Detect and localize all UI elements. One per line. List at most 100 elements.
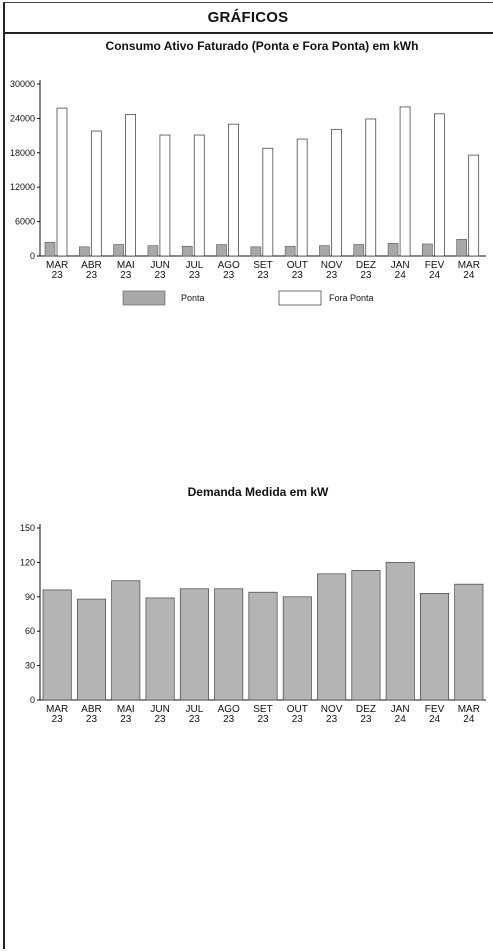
x-tick-label: MAI <box>117 704 135 715</box>
legend-swatch-ponta <box>122 290 166 306</box>
x-tick-label: JAN <box>391 260 410 271</box>
x-tick-label: 23 <box>189 270 201 281</box>
x-tick-label: 23 <box>257 270 269 281</box>
x-tick-label: JUL <box>185 704 203 715</box>
bar-demanda <box>214 588 244 701</box>
legend-label-fora-ponta: Fora Ponta <box>329 293 374 303</box>
x-tick-label: FEV <box>425 704 445 715</box>
bar-demanda <box>454 583 484 701</box>
x-tick-label: 23 <box>326 270 338 281</box>
y-tick-label: 60 <box>25 626 35 636</box>
bar-fora-ponta <box>125 114 136 257</box>
y-tick-label: 0 <box>30 695 35 705</box>
x-tick-label: OUT <box>287 704 308 715</box>
x-tick-label: ABR <box>81 260 102 271</box>
x-tick-label: 24 <box>463 714 475 725</box>
x-tick-label: 24 <box>429 270 441 281</box>
x-tick-label: SET <box>253 260 272 271</box>
x-tick-label: AGO <box>218 704 240 715</box>
x-tick-label: NOV <box>321 260 343 271</box>
bar-fora-ponta <box>296 138 308 257</box>
y-tick-label: 18000 <box>10 148 35 158</box>
bar-ponta <box>456 239 467 257</box>
x-tick-label: 24 <box>395 270 407 281</box>
bar-fora-ponta <box>399 106 411 257</box>
x-tick-label: 23 <box>257 714 269 725</box>
x-tick-label: MAI <box>117 260 135 271</box>
y-tick-label: 90 <box>25 592 35 602</box>
x-tick-label: MAR <box>458 260 480 271</box>
x-tick-label: 23 <box>292 714 304 725</box>
bar-fora-ponta <box>262 147 274 257</box>
bar-demanda <box>111 580 141 701</box>
bar-demanda <box>42 589 72 701</box>
bar-demanda <box>385 562 415 701</box>
bar-fora-ponta <box>228 123 239 257</box>
bar-ponta <box>79 246 90 257</box>
bar-demanda <box>76 598 106 701</box>
chart-title: Consumo Ativo Faturado (Ponta e Fora Pon… <box>106 39 419 53</box>
bar-ponta <box>387 243 399 257</box>
x-tick-label: NOV <box>321 704 343 715</box>
bar-ponta <box>284 245 296 257</box>
bar-ponta <box>113 244 124 257</box>
page-title: GRÁFICOS <box>207 8 289 26</box>
x-tick-label: 23 <box>120 270 132 281</box>
bar-fora-ponta <box>331 128 342 257</box>
page-frame <box>3 2 493 949</box>
x-tick-label: 23 <box>155 714 167 725</box>
x-tick-label: 24 <box>429 714 441 725</box>
x-tick-label: 23 <box>52 270 64 281</box>
bar-demanda <box>179 588 209 701</box>
bar-fora-ponta <box>56 107 68 257</box>
bar-ponta <box>216 244 227 257</box>
bar-demanda <box>317 573 347 701</box>
bar-ponta <box>250 246 262 257</box>
y-tick-label: 120 <box>20 557 35 567</box>
y-tick-label: 24000 <box>10 113 35 123</box>
y-tick-label: 6000 <box>15 217 35 227</box>
x-tick-label: JAN <box>391 704 410 715</box>
bar-fora-ponta <box>365 118 377 257</box>
x-tick-label: 23 <box>155 270 167 281</box>
x-tick-label: JUN <box>150 260 169 271</box>
bar-demanda <box>282 596 312 701</box>
bar-demanda <box>145 597 175 701</box>
bar-ponta <box>422 243 433 257</box>
bar-demanda <box>248 591 278 701</box>
y-tick-label: 12000 <box>10 182 35 192</box>
y-tick-label: 0 <box>30 251 35 261</box>
x-tick-label: MAR <box>46 260 68 271</box>
bar-ponta <box>147 245 159 257</box>
x-tick-label: 24 <box>395 714 407 725</box>
bar-ponta <box>353 244 365 257</box>
x-tick-label: 23 <box>86 270 98 281</box>
x-tick-label: SET <box>253 704 272 715</box>
bar-demanda <box>351 570 381 701</box>
x-tick-label: 23 <box>120 714 132 725</box>
x-tick-label: 23 <box>360 270 372 281</box>
bar-fora-ponta <box>90 130 102 257</box>
legend-swatch-fora-ponta <box>278 290 322 306</box>
y-tick-label: 150 <box>20 523 35 533</box>
x-tick-label: AGO <box>218 260 240 271</box>
x-tick-label: OUT <box>287 260 308 271</box>
x-tick-label: 23 <box>292 270 304 281</box>
y-tick-label: 30 <box>25 661 35 671</box>
x-tick-label: JUN <box>150 704 169 715</box>
x-tick-label: JUL <box>185 260 203 271</box>
x-tick-label: 24 <box>463 270 475 281</box>
x-tick-label: FEV <box>425 260 445 271</box>
page-header: GRÁFICOS <box>3 2 493 34</box>
demanda-chart: Demanda Medida em kW 0306090120150MAR23A… <box>20 485 486 725</box>
x-tick-label: 23 <box>189 714 201 725</box>
bar-fora-ponta <box>468 154 480 257</box>
bar-ponta <box>44 241 56 257</box>
x-tick-label: 23 <box>326 714 338 725</box>
x-tick-label: DEZ <box>356 260 376 271</box>
bar-demanda <box>420 593 450 701</box>
x-tick-label: 23 <box>52 714 64 725</box>
x-tick-label: MAR <box>458 704 480 715</box>
x-tick-label: 23 <box>86 714 98 725</box>
x-tick-label: ABR <box>81 704 102 715</box>
